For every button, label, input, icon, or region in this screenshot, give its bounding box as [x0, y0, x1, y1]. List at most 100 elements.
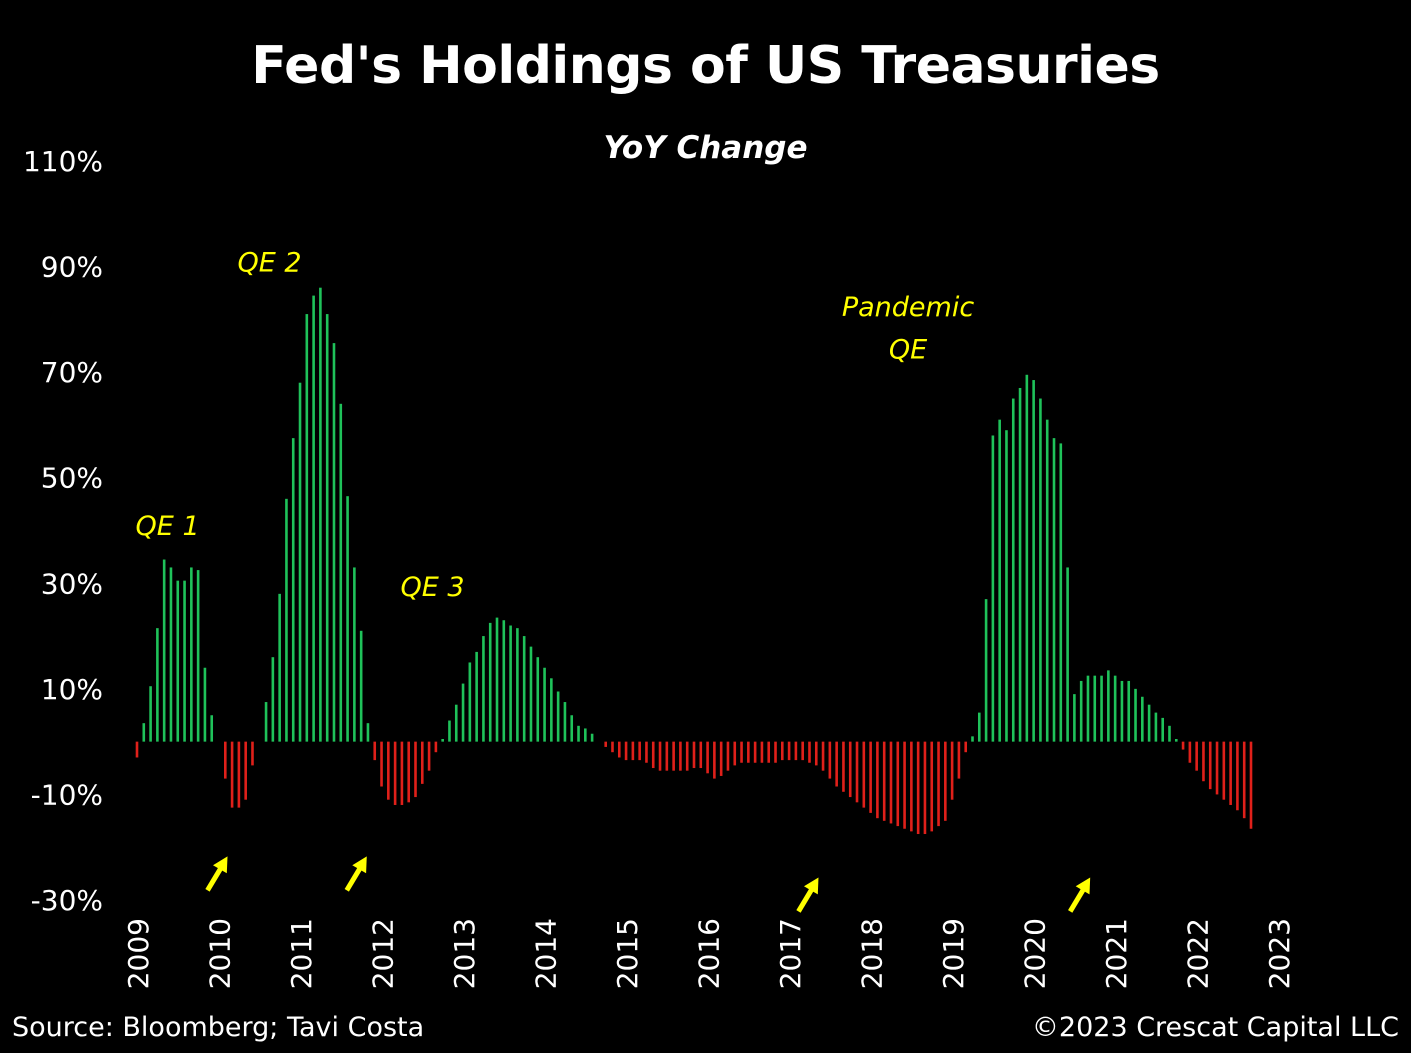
- bar-negative: [937, 741, 940, 827]
- annotation-label: QE: [889, 334, 927, 365]
- bar-positive: [210, 715, 214, 742]
- arrow-icon: [1068, 877, 1091, 913]
- y-tick-label: 30%: [41, 567, 103, 600]
- bar-positive: [305, 314, 309, 742]
- bar-positive: [461, 683, 465, 742]
- bar-positive: [502, 620, 506, 742]
- bar-positive: [359, 630, 363, 742]
- bar-negative: [801, 741, 804, 761]
- bar-negative: [876, 741, 879, 819]
- bar-negative: [842, 741, 845, 792]
- bar-negative: [774, 741, 777, 763]
- bar-negative: [787, 741, 791, 761]
- bar-positive: [1011, 398, 1015, 742]
- source-note: Source: Bloomberg; Tavi Costa: [12, 1012, 425, 1043]
- bar-negative: [781, 741, 784, 761]
- bar-positive: [325, 314, 329, 742]
- bar-negative: [617, 741, 621, 758]
- bar-positive: [482, 636, 485, 742]
- bar-negative: [135, 741, 139, 758]
- bar-positive: [298, 382, 302, 742]
- y-tick-label: 110%: [23, 145, 103, 178]
- bar-negative: [767, 741, 771, 763]
- bar-negative: [685, 741, 689, 771]
- chart-subtitle: YoY Change: [603, 130, 808, 166]
- bar-positive: [1141, 696, 1144, 742]
- x-tick-label: 2016: [693, 918, 726, 989]
- bar-positive: [1086, 675, 1090, 742]
- bar-negative: [964, 741, 968, 753]
- x-tick-label: 2018: [856, 918, 889, 989]
- bar-positive: [522, 636, 526, 742]
- bar-positive: [509, 625, 512, 742]
- bar-positive: [1134, 688, 1137, 742]
- bar-negative: [855, 741, 859, 803]
- bar-negative: [387, 741, 390, 800]
- y-tick-label: 10%: [41, 673, 103, 706]
- bar-negative: [896, 741, 900, 827]
- copyright-note: ©2023 Crescat Capital LLC: [1031, 1012, 1399, 1043]
- bar-positive: [556, 691, 560, 742]
- bar-positive: [278, 593, 281, 742]
- bar-negative: [400, 741, 404, 805]
- bar-negative: [679, 741, 682, 771]
- arrow-icon: [344, 856, 367, 892]
- bar-negative: [889, 741, 893, 824]
- bar-negative: [692, 741, 696, 769]
- bar-negative: [760, 741, 764, 763]
- bar-negative: [733, 741, 737, 766]
- bar-positive: [1107, 670, 1110, 742]
- annotation-label: Pandemic: [842, 292, 974, 323]
- bar-positive: [1066, 567, 1069, 742]
- bar-positive: [448, 720, 451, 742]
- bar-negative: [706, 741, 709, 774]
- bar-positive: [516, 628, 519, 742]
- bar-positive: [183, 580, 186, 742]
- bar-negative: [237, 741, 241, 808]
- bar-positive: [529, 646, 533, 742]
- bar-negative: [672, 741, 675, 771]
- x-tick-label: 2011: [285, 918, 318, 989]
- bar-positive: [584, 728, 587, 742]
- bar-negative: [373, 741, 377, 761]
- bar-negative: [1242, 741, 1246, 819]
- bar-negative: [611, 741, 614, 753]
- bar-positive: [998, 419, 1001, 742]
- bar-positive: [1018, 387, 1022, 742]
- annotation-label: QE 1: [136, 511, 200, 542]
- bar-positive: [543, 667, 546, 742]
- bar-positive: [550, 678, 553, 742]
- bar-negative: [427, 741, 431, 771]
- bar-positive: [203, 667, 207, 742]
- bar-negative: [665, 741, 669, 771]
- y-tick-label: 70%: [41, 356, 103, 389]
- bar-positive: [1161, 717, 1164, 742]
- arrow-head: [1075, 877, 1091, 895]
- bar-negative: [848, 741, 852, 798]
- arrow-shaft: [205, 864, 225, 892]
- x-tick-label: 2015: [611, 918, 644, 989]
- y-tick-label: -10%: [31, 778, 103, 811]
- bar-negative: [719, 741, 723, 776]
- bar-negative: [434, 741, 438, 753]
- bar-negative: [740, 741, 743, 763]
- bar-positive: [984, 599, 988, 742]
- bar-positive: [441, 739, 444, 742]
- bar-positive: [1174, 739, 1178, 742]
- bar-positive: [291, 438, 295, 742]
- bar-negative: [794, 741, 798, 761]
- bar-negative: [808, 741, 811, 763]
- x-tick-label: 2009: [122, 918, 155, 989]
- bar-negative: [726, 741, 730, 771]
- bar-negative: [1236, 741, 1239, 811]
- chart-title: Fed's Holdings of US Treasuries: [251, 36, 1160, 96]
- bar-positive: [1120, 680, 1124, 742]
- bar-negative: [604, 741, 607, 747]
- bar-negative: [393, 741, 397, 805]
- bar-positive: [190, 567, 193, 742]
- bar-negative: [1181, 741, 1185, 750]
- bar-negative: [828, 741, 832, 779]
- bar-positive: [319, 287, 322, 742]
- bar-negative: [862, 741, 866, 808]
